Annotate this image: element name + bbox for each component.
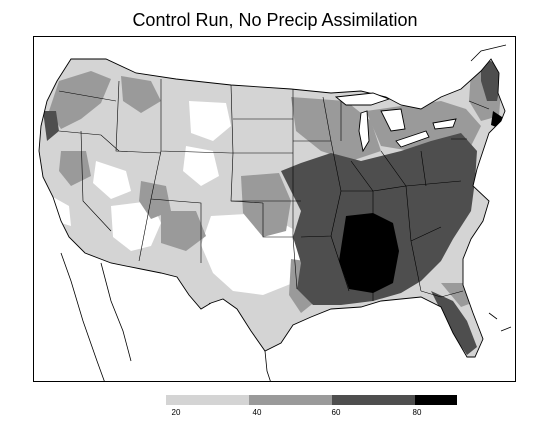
legend-tick-label: 60 bbox=[331, 408, 341, 417]
precip-region-white-nevada bbox=[93, 161, 131, 199]
precip-region-medium-colorado bbox=[161, 211, 206, 251]
precip-region-dark-nw-coast bbox=[43, 111, 59, 141]
legend-color-bin bbox=[166, 395, 250, 405]
map-title: Control Run, No Precip Assimilation bbox=[132, 10, 418, 30]
precip-region-white-california bbox=[53, 197, 71, 226]
state-boundaries bbox=[58, 79, 490, 332]
lake-ontario bbox=[432, 118, 457, 130]
precip-fill-layer bbox=[39, 59, 505, 357]
precip-region-white-wyoming bbox=[183, 146, 219, 186]
lake-erie bbox=[395, 130, 430, 148]
map-panel bbox=[33, 36, 516, 382]
legend-tick-label: 80 bbox=[412, 408, 422, 417]
precip-region-black-south bbox=[339, 213, 399, 293]
legend-tick-label: 20 bbox=[171, 408, 181, 417]
neighbor-coastlines bbox=[60, 44, 512, 381]
precip-region-medium-nevada bbox=[59, 151, 91, 186]
precip-region-dark-florida bbox=[431, 291, 477, 355]
lake-huron bbox=[380, 108, 406, 132]
legend-tick-label: 40 bbox=[252, 408, 262, 417]
legend-color-bin bbox=[415, 395, 457, 405]
lake-superior bbox=[334, 92, 391, 106]
us-precip-map bbox=[38, 44, 512, 381]
precip-region-white-plains bbox=[189, 101, 231, 141]
precip-region-medium-plains-east bbox=[241, 173, 291, 237]
precip-region-medium-midwest-north bbox=[291, 97, 381, 161]
legend-color-bin bbox=[249, 395, 333, 405]
lake-michigan bbox=[358, 110, 370, 153]
precip-region-medium-utah bbox=[139, 181, 171, 219]
legend-color-bin bbox=[332, 395, 416, 405]
precip-region-medium-pacific-nw bbox=[49, 71, 111, 129]
great-lakes bbox=[334, 92, 457, 153]
precip-region-medium-idaho bbox=[121, 76, 161, 113]
